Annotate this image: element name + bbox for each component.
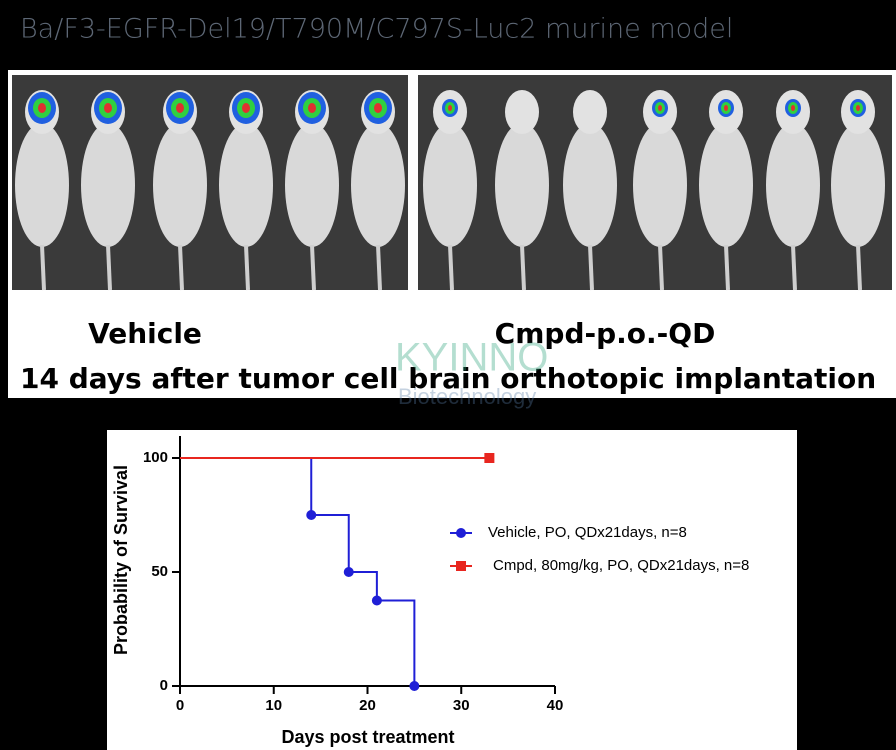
survival-point [484,453,495,463]
signal-core [448,105,452,111]
mouse-tail [178,244,184,291]
mouse-tail [724,244,730,291]
mouse-tail [40,244,46,291]
mouse-tail [244,244,250,291]
mouse-tail [448,244,454,291]
legend-marker [456,561,466,571]
watermark: KYINNO [395,336,548,380]
mouse-body [153,123,207,247]
mouse-body [766,123,820,247]
x-axis-label: Days post treatment [281,727,454,747]
signal-core [374,103,382,113]
x-tick-label: 20 [359,697,376,714]
mouse-tail [376,244,382,291]
legend-label: Cmpd, 80mg/kg, PO, QDx21days, n=8 [493,557,749,574]
signal-core [38,103,46,113]
survival-point [371,595,382,606]
signal-core [791,105,795,111]
slide-title: Ba/F3-EGFR-Del19/T790M/C797S-Luc2 murine… [20,14,733,45]
mouse-body [81,123,135,247]
mouse-body [285,123,339,247]
mice [15,90,885,291]
mouse-body [699,123,753,247]
y-tick-label: 50 [151,563,168,580]
mouse-head [573,90,607,134]
signal-core [724,105,728,111]
mouse-body [219,123,273,247]
mouse-body [15,123,69,247]
vehicle-label: Vehicle [88,317,202,350]
survival-point [343,567,354,577]
survival-point [409,681,420,691]
signal-core [308,103,316,113]
mouse-body [563,123,617,247]
y-tick-label: 100 [143,449,168,466]
mouse-tail [658,244,664,291]
x-tick-label: 30 [453,697,470,714]
signal-core [658,105,662,111]
signal-core [176,103,184,113]
mouse-tail [588,244,594,291]
mouse-tail [310,244,316,291]
y-axis-label: Probability of Survival [111,465,131,655]
y-tick-label: 0 [160,677,168,694]
chart-panel [107,430,797,750]
mouse-body [351,123,405,247]
survival-point [306,510,317,520]
mouse-head [505,90,539,134]
signal-core [242,103,250,113]
watermark-sub: Biotechnology [398,384,536,409]
signal-core [104,103,112,113]
mouse-body [831,123,885,247]
legend-label: Vehicle, PO, QDx21days, n=8 [488,524,687,541]
mouse-tail [791,244,797,291]
mouse-body [423,123,477,247]
cmpd-label: Cmpd-p.o.-QD [495,317,716,350]
signal-core [856,105,860,111]
mouse-body [495,123,549,247]
x-tick-label: 40 [547,697,564,714]
x-tick-label: 0 [176,697,184,714]
chart: 0 50 100 0 10 20 30 40 Vehicle, PO, QDx21days, n… [143,436,749,714]
mouse-tail [520,244,526,291]
mouse-tail [106,244,112,291]
vehicle-photo [12,75,408,290]
legend-marker [456,528,466,538]
mouse-tail [856,244,862,291]
x-tick-label: 10 [265,697,282,714]
mouse-body [633,123,687,247]
caption: 14 days after tumor cell brain orthotopi… [20,362,876,395]
